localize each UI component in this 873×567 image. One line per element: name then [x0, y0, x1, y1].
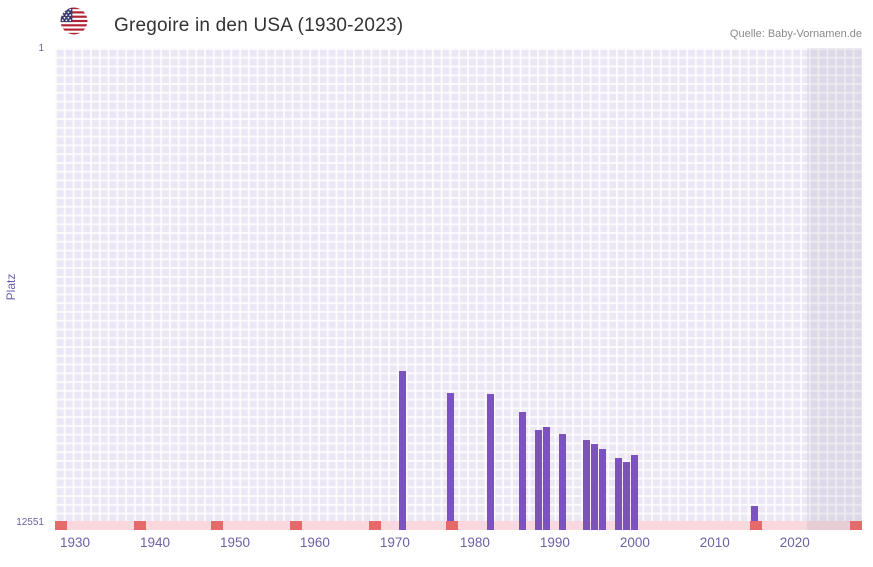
chart-title: Gregoire in den USA (1930-2023) — [114, 15, 404, 36]
x-tick-1990: 1990 — [539, 535, 570, 550]
baseline-strip — [55, 521, 862, 530]
x-tick-1950: 1950 — [219, 535, 251, 550]
chart-bar-1999[interactable] — [623, 462, 631, 530]
baseline-mark — [211, 521, 224, 530]
x-axis-labels: 1930 1940 1950 1960 1970 1980 1990 2000 2010 2020 — [55, 535, 862, 557]
chart-bar-1998[interactable] — [615, 458, 623, 530]
x-tick-2000: 2000 — [619, 535, 650, 550]
y-axis-title: Platz — [4, 273, 18, 301]
baseline-mark — [133, 521, 146, 530]
plot-area — [55, 48, 862, 530]
chart-bar-2000[interactable] — [631, 455, 639, 530]
chart-bar-1986[interactable] — [519, 412, 527, 530]
chart-bar-1982[interactable] — [487, 394, 495, 530]
baseline-mark — [290, 521, 303, 530]
y-tick-bottom: 12551 — [16, 517, 44, 528]
x-tick-2010: 2010 — [699, 535, 730, 550]
x-tick-1980: 1980 — [459, 535, 490, 550]
x-tick-1970: 1970 — [379, 535, 410, 550]
baseline-mark — [55, 521, 67, 530]
chart-bar-1977[interactable] — [447, 392, 455, 530]
x-tick-1930: 1930 — [59, 535, 91, 550]
chart-bar-1996[interactable] — [599, 448, 607, 530]
chart-bar-1991[interactable] — [559, 433, 567, 530]
source-label: Quelle: Baby-Vornamen.de — [729, 28, 862, 40]
chart-bar-2015[interactable] — [751, 506, 759, 530]
x-tick-1960: 1960 — [299, 535, 330, 550]
recent-years-band — [807, 48, 862, 530]
chart-bar-1994[interactable] — [583, 440, 591, 530]
baseline-mark — [850, 521, 862, 530]
chart-bar-1971[interactable] — [399, 370, 407, 530]
baseline-mark — [749, 521, 762, 530]
chart-bar-1989[interactable] — [543, 427, 551, 530]
chart-bar-1988[interactable] — [535, 430, 543, 530]
baseline-mark — [446, 521, 458, 530]
y-tick-top: 1 — [38, 43, 44, 54]
usa-flag-icon — [60, 7, 88, 35]
x-tick-1940: 1940 — [139, 535, 171, 550]
x-tick-2020: 2020 — [779, 535, 810, 550]
baseline-mark — [368, 521, 381, 530]
chart-bar-1995[interactable] — [591, 443, 599, 530]
